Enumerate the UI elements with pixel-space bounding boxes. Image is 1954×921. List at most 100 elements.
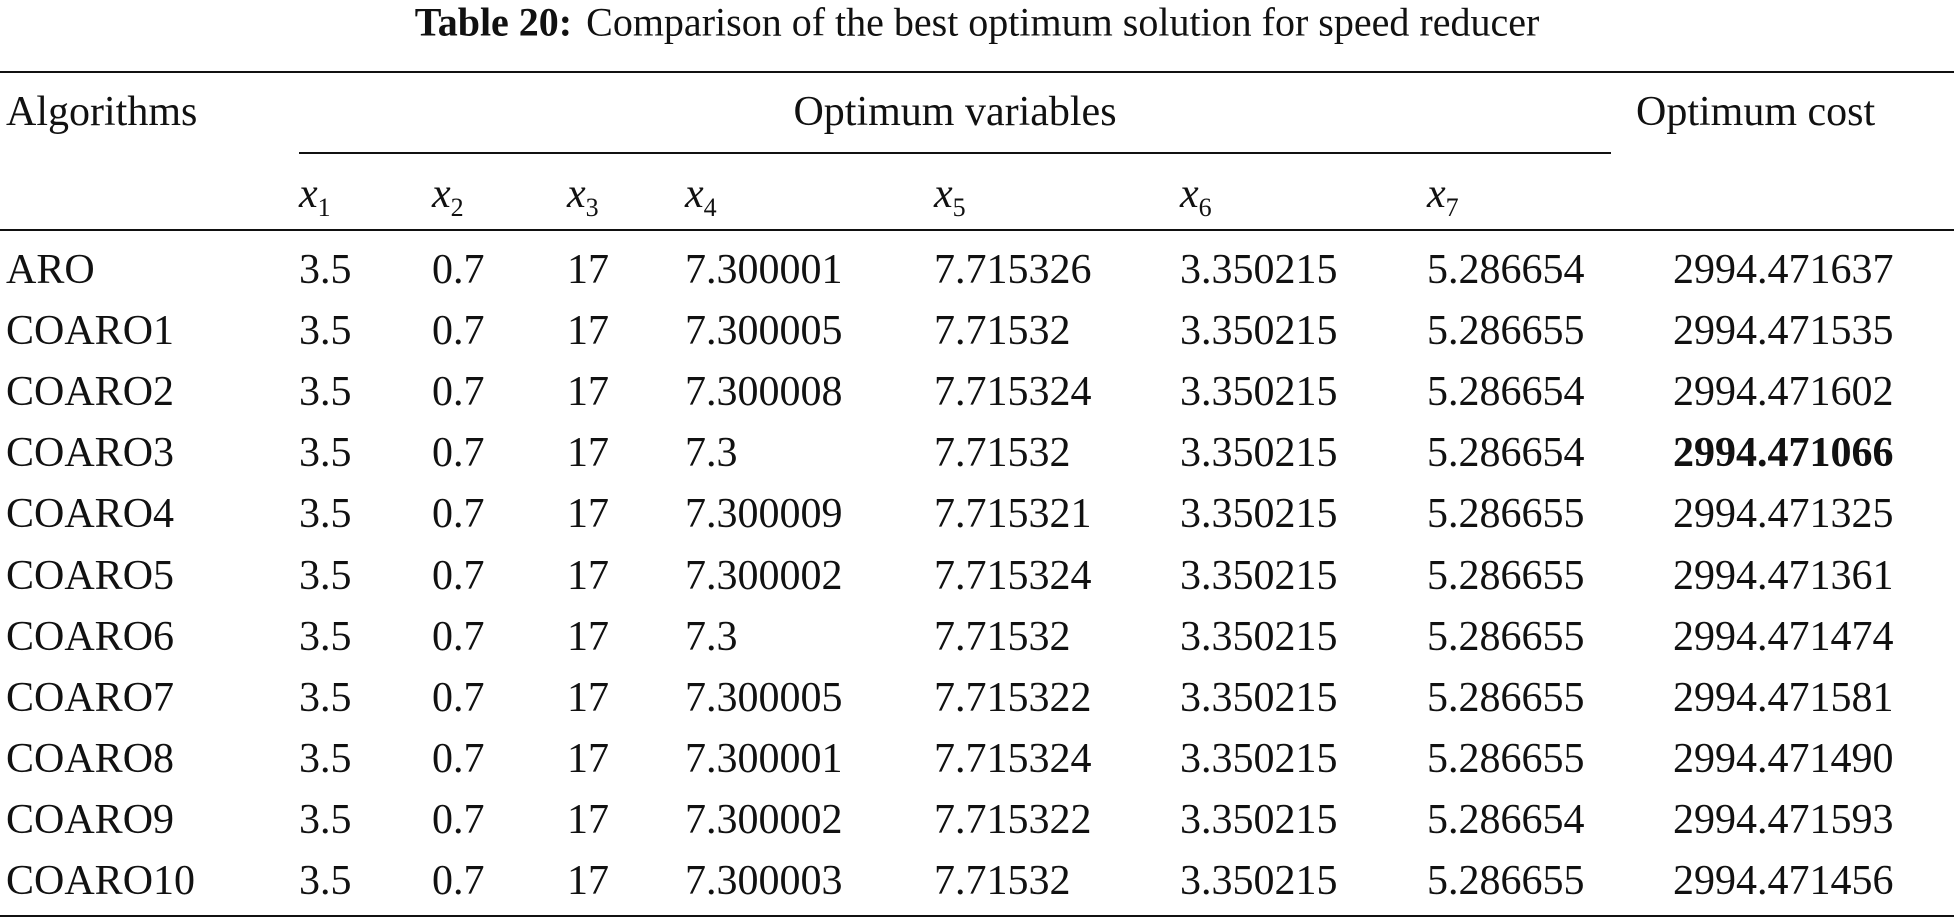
algorithm-name: COARO3 bbox=[6, 430, 175, 477]
table-cell: 0.7 bbox=[432, 369, 485, 416]
table-cell: 7.300005 bbox=[685, 308, 843, 355]
bottom-rule bbox=[0, 915, 1954, 917]
table-cell: 7.300001 bbox=[685, 247, 843, 293]
algorithm-name: COARO2 bbox=[6, 369, 175, 416]
table-cell: 17 bbox=[567, 674, 609, 721]
variable-header: x5 bbox=[934, 173, 966, 221]
table-cell: 0.7 bbox=[432, 613, 485, 660]
table-cell: 7.300001 bbox=[685, 735, 843, 782]
table-cell: 5.286655 bbox=[1427, 552, 1585, 599]
algorithm-name: COARO10 bbox=[6, 858, 196, 904]
table-cell: 5.286654 bbox=[1427, 796, 1585, 843]
table-cell: 3.350215 bbox=[1180, 735, 1338, 782]
table-cell: 2994.471535 bbox=[1673, 308, 1894, 355]
table-cell: 7.715322 bbox=[934, 796, 1092, 843]
table-cell: 17 bbox=[567, 735, 609, 782]
table-cell: 17 bbox=[567, 308, 609, 355]
table-cell: 17 bbox=[567, 613, 609, 660]
table-cell: 7.300005 bbox=[685, 674, 843, 721]
table-cell: 5.286655 bbox=[1427, 735, 1585, 782]
variable-index: 6 bbox=[1198, 193, 1212, 222]
table-cell: 3.5 bbox=[299, 613, 352, 660]
variable-index: 2 bbox=[450, 193, 464, 222]
table-cell: 3.350215 bbox=[1180, 796, 1338, 843]
variable-symbol: x bbox=[567, 171, 586, 217]
variable-header: x6 bbox=[1180, 173, 1212, 221]
table-cell: 7.715322 bbox=[934, 674, 1092, 721]
table-cell: 0.7 bbox=[432, 430, 485, 477]
table-cell: 3.350215 bbox=[1180, 491, 1338, 538]
table-cell: 0.7 bbox=[432, 491, 485, 538]
table-cell: 17 bbox=[567, 247, 609, 293]
variable-symbol: x bbox=[1180, 171, 1199, 217]
variable-header: x3 bbox=[567, 173, 599, 221]
table-cell: 5.286655 bbox=[1427, 308, 1585, 355]
table-cell: 5.286654 bbox=[1427, 430, 1585, 477]
table-cell: 7.300002 bbox=[685, 552, 843, 599]
table-cell: 7.300009 bbox=[685, 491, 843, 538]
table-cell: 17 bbox=[567, 430, 609, 477]
table-cell: 0.7 bbox=[432, 796, 485, 843]
table-cell: 17 bbox=[567, 858, 609, 904]
table-cell: 3.5 bbox=[299, 858, 352, 904]
table-cell: 3.5 bbox=[299, 674, 352, 721]
table-cell: 7.715324 bbox=[934, 735, 1092, 782]
table-cell: 2994.471581 bbox=[1673, 674, 1894, 721]
table-cell: 7.71532 bbox=[934, 430, 1071, 477]
table-cell: 3.5 bbox=[299, 735, 352, 782]
table-cell: 3.5 bbox=[299, 247, 352, 293]
header-cell: Optimum variables bbox=[793, 89, 1117, 135]
table-cell: 5.286655 bbox=[1427, 674, 1585, 721]
variable-symbol: x bbox=[1427, 171, 1446, 217]
table-cell: 3.5 bbox=[299, 369, 352, 416]
algorithm-name: COARO5 bbox=[6, 552, 175, 599]
table-cell: 2994.471593 bbox=[1673, 796, 1894, 843]
variable-header: x2 bbox=[432, 173, 464, 221]
table-cell: 0.7 bbox=[432, 858, 485, 904]
table-cell: 7.715324 bbox=[934, 552, 1092, 599]
table-cell: 7.71532 bbox=[934, 858, 1071, 904]
variable-index: 5 bbox=[952, 193, 966, 222]
table-cell: 5.286654 bbox=[1427, 247, 1585, 293]
algorithm-name: ARO bbox=[6, 247, 95, 293]
table-cell: 3.350215 bbox=[1180, 613, 1338, 660]
table-cell: 7.715326 bbox=[934, 247, 1092, 293]
caption-label: Table 20: bbox=[414, 0, 573, 45]
table-cell: 2994.471456 bbox=[1673, 858, 1894, 904]
table-cell: 3.350215 bbox=[1180, 858, 1338, 904]
group-rule bbox=[299, 152, 1611, 154]
algorithm-name: COARO6 bbox=[6, 613, 175, 660]
table-cell: 5.286654 bbox=[1427, 369, 1585, 416]
variable-index: 1 bbox=[317, 193, 331, 222]
variable-symbol: x bbox=[432, 171, 451, 217]
header-cell: Algorithms bbox=[6, 89, 198, 135]
variable-header: x1 bbox=[299, 173, 331, 221]
table-cell: 2994.471490 bbox=[1673, 735, 1894, 782]
table-cell: 7.71532 bbox=[934, 308, 1071, 355]
table-cell: 17 bbox=[567, 491, 609, 538]
caption-text: Comparison of the best optimum solution … bbox=[586, 0, 1540, 45]
table-cell: 3.350215 bbox=[1180, 674, 1338, 721]
table-cell: 3.5 bbox=[299, 308, 352, 355]
algorithm-name: COARO1 bbox=[6, 308, 175, 355]
variable-index: 4 bbox=[703, 193, 717, 222]
table-cell: 17 bbox=[567, 552, 609, 599]
variable-symbol: x bbox=[934, 171, 953, 217]
table-cell: 3.5 bbox=[299, 552, 352, 599]
table-cell: 7.300003 bbox=[685, 858, 843, 904]
table-cell: 7.300008 bbox=[685, 369, 843, 416]
algorithm-name: COARO9 bbox=[6, 796, 175, 843]
table-cell: 7.3 bbox=[685, 430, 738, 477]
table-cell: 3.5 bbox=[299, 430, 352, 477]
table-cell: 0.7 bbox=[432, 674, 485, 721]
header-cell: Optimum cost bbox=[1636, 89, 1876, 135]
table-cell: 5.286655 bbox=[1427, 613, 1585, 660]
table-cell: 2994.471361 bbox=[1673, 552, 1894, 599]
table-cell: 3.350215 bbox=[1180, 430, 1338, 477]
algorithm-name: COARO7 bbox=[6, 674, 175, 721]
table-cell: 3.350215 bbox=[1180, 369, 1338, 416]
table-caption: Table 20: Comparison of the best optimum … bbox=[0, 0, 1954, 46]
table-cell: 17 bbox=[567, 369, 609, 416]
table-cell: 0.7 bbox=[432, 247, 485, 293]
